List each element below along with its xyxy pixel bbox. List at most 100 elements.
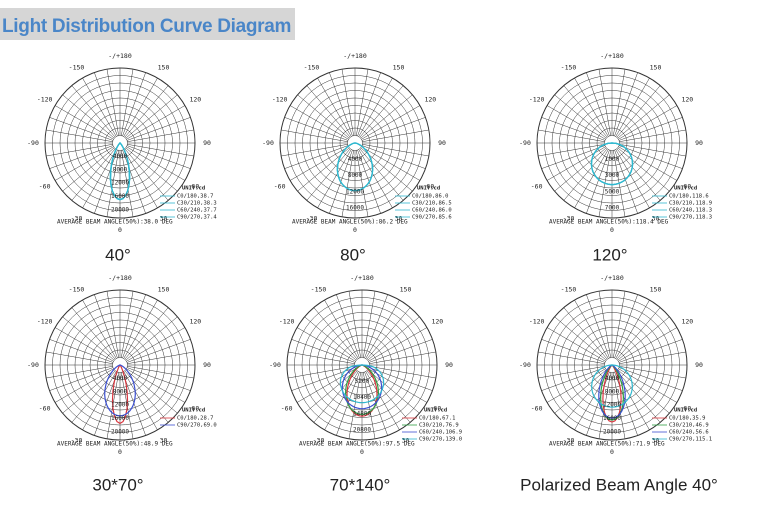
caption: 120° [592, 245, 627, 264]
angle-label: -60 [531, 405, 543, 413]
polar-spoke [49, 339, 114, 363]
caption: Polarized Beam Angle 40° [520, 475, 718, 494]
polar-spoke [619, 129, 686, 142]
angle-label: 150 [650, 64, 662, 72]
angle-label: -30 [71, 436, 83, 444]
polar-spoke [546, 105, 606, 140]
unit-label: UNIT:cd [424, 408, 447, 414]
polar-spoke [281, 129, 348, 142]
angle-label: -150 [69, 286, 85, 294]
average-beam-angle: AVERAGE BEAM ANGLE(50%):71.9 DEG [549, 441, 665, 448]
angle-label: -60 [39, 405, 51, 413]
polar-spoke [617, 147, 670, 192]
caption: 40° [105, 245, 131, 264]
polar-spoke [82, 371, 117, 431]
caption: 30*70° [92, 475, 143, 494]
angle-label: -90 [262, 139, 274, 147]
angle-label: 30 [652, 214, 660, 222]
angle-label: 0 [610, 448, 614, 456]
polar-spoke [368, 368, 428, 403]
polar-spoke [127, 144, 194, 157]
radial-label: 12000 [111, 180, 129, 187]
polar-spoke [614, 371, 638, 436]
polar-spoke [613, 69, 626, 136]
angle-label: -/+180 [108, 52, 132, 60]
polar-spoke [82, 149, 117, 209]
polar-spoke [363, 291, 376, 358]
polar-spoke [616, 370, 661, 423]
polar-spoke [541, 367, 606, 391]
polar-spoke [306, 85, 351, 138]
angle-label: -90 [27, 361, 39, 369]
polar-spoke [367, 316, 420, 361]
angle-label: 150 [158, 64, 170, 72]
legend-entry: C90/270,139.0 [419, 437, 462, 443]
angle-label: -60 [531, 183, 543, 191]
polar-spoke [554, 94, 607, 139]
polar-spoke [126, 327, 186, 362]
angle-label: 60 [191, 405, 199, 413]
angle-label: -/+180 [343, 52, 367, 60]
polar-spoke [365, 299, 400, 359]
polar-spoke [362, 144, 429, 157]
angle-label: 0 [353, 226, 357, 234]
legend-entry: C60/240,37.7 [177, 208, 217, 214]
polar-spoke [586, 149, 610, 214]
polar-spoke [106, 69, 119, 136]
polar-spoke [49, 367, 114, 391]
light-curve [346, 364, 378, 417]
angle-label: -150 [561, 64, 577, 72]
polar-spoke [71, 307, 116, 360]
polar-spoke [94, 294, 118, 359]
polar-spoke [618, 339, 683, 363]
angle-label: 60 [426, 183, 434, 191]
caption: 70*140° [330, 475, 391, 494]
angle-label: -150 [311, 286, 327, 294]
average-beam-angle: AVERAGE BEAM ANGLE(50%):86.2 DEG [292, 219, 408, 226]
legend-entry: C90/270,85.6 [412, 215, 452, 221]
angle-label: -/+180 [108, 274, 132, 282]
radial-label: 16000 [111, 415, 129, 422]
legend-entry: C60/240,86.0 [412, 208, 452, 214]
polar-spoke [366, 307, 411, 360]
legend-entry: C90/270,37.4 [177, 215, 217, 221]
angle-label: -120 [529, 318, 545, 326]
polar-spoke [122, 149, 146, 214]
polar-spoke [538, 351, 605, 364]
polar-spoke [121, 150, 134, 217]
polar-spoke [614, 72, 638, 137]
polar-spoke [289, 105, 349, 140]
angle-label: 30 [160, 214, 168, 222]
angle-label: 90 [203, 361, 211, 369]
angle-label: 0 [360, 448, 364, 456]
polar-spoke [124, 307, 169, 360]
angle-label: -30 [563, 436, 575, 444]
polar-spoke [358, 77, 393, 137]
polar-spoke [356, 69, 369, 136]
polar-spoke [126, 105, 186, 140]
polar-spoke [360, 94, 413, 139]
radial-label: 12000 [603, 402, 621, 409]
polar-spoke [586, 371, 610, 436]
angle-label: 30 [160, 436, 168, 444]
light-curve [111, 364, 129, 425]
polar-spoke [288, 351, 355, 364]
polar-spoke [614, 149, 638, 214]
polar-spoke [127, 366, 194, 379]
polar-spoke [574, 149, 609, 209]
radial-label: 8000 [348, 172, 363, 179]
light-curve [336, 142, 374, 192]
polar-spoke [368, 327, 428, 362]
radial-label: 4000 [348, 156, 363, 163]
polar-spoke [54, 327, 114, 362]
polar-spoke [126, 117, 191, 141]
polar-spoke [49, 117, 114, 141]
polar-spoke [563, 370, 608, 423]
polar-spoke [281, 144, 348, 157]
angle-label: 90 [695, 361, 703, 369]
angle-label: 120 [431, 318, 443, 326]
polar-spoke [618, 146, 678, 181]
polar-spoke [62, 94, 115, 139]
polar-spoke [356, 150, 369, 217]
